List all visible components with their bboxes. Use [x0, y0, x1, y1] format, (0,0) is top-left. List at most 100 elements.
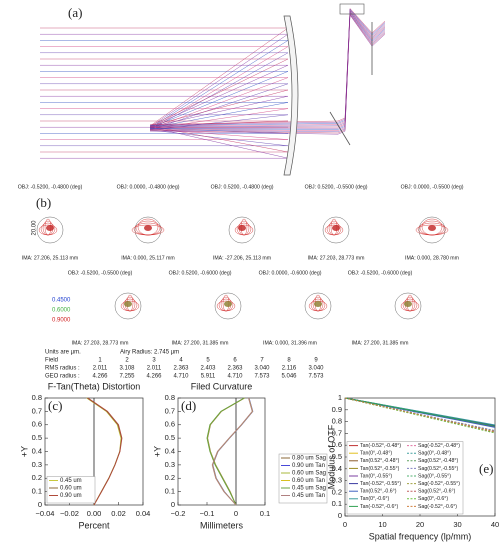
legend-label: Sag(0°,-0.6°): [418, 496, 448, 502]
x-tick-label: −0.04: [36, 509, 55, 518]
plot-frame: [177, 397, 266, 506]
series-line: [206, 397, 245, 506]
table-cell: 3: [152, 358, 156, 364]
airy-circle: [114, 292, 142, 320]
element: [339, 3, 365, 15]
ray: [149, 129, 289, 147]
ray: [149, 58, 289, 127]
ray: [149, 9, 386, 126]
ray: [149, 83, 289, 131]
y-tick-label: 0.7: [32, 406, 42, 415]
table-cell: 3.040: [254, 366, 270, 372]
obj-label: OBJ: 0.5200, -0.6000 (deg): [169, 270, 232, 276]
panel-label: (b): [36, 195, 51, 210]
legend-label: Sag(-0.52°,-0.48°): [418, 443, 460, 449]
series-line: [344, 397, 496, 432]
mirror: [283, 15, 299, 176]
table-cell: 2.363: [227, 366, 243, 372]
legend-label: Sag(0°,-0.48°): [418, 451, 451, 457]
x-tick-label: 0.00: [87, 509, 102, 518]
obj-label: OBJ: -0.5200, -0.5500 (deg): [68, 270, 133, 276]
y-axis-label: +Y: [152, 446, 162, 457]
table-cell: 4: [179, 358, 183, 364]
y-axis-label: Modulus of OTF: [326, 424, 336, 489]
x-tick-label: 30: [453, 520, 461, 529]
ray: [149, 33, 289, 128]
legend-box: [278, 453, 328, 504]
legend-label: Tan(0.52°,-0.48°): [360, 458, 400, 464]
table-label: RMS radius :: [45, 366, 80, 372]
ray: [149, 14, 386, 135]
spot-core: [238, 225, 246, 231]
spot-core: [314, 301, 322, 307]
ima-label: IMA: 0.000, 31.396 mm: [263, 340, 317, 346]
table-label: GEO radius :: [45, 374, 80, 380]
table-cell: 7: [260, 358, 264, 364]
table-cell: 3.108: [119, 366, 135, 372]
ima-label: IMA: 27.200, 31.385 mm: [172, 340, 229, 346]
airy-circle: [322, 216, 350, 244]
ray: [149, 12, 386, 130]
table-cell: 2: [125, 358, 129, 364]
y-tick-label: 0.4: [332, 464, 342, 473]
ray: [149, 89, 289, 127]
y-tick-label: 0.6: [32, 420, 42, 429]
y-tick-label: 0.1: [165, 487, 175, 496]
spot-core: [124, 301, 132, 307]
airy-circle: [394, 292, 422, 320]
legend-label: Tan(-0.52°,-0.55°): [360, 481, 401, 487]
table-cell: 2.363: [173, 366, 189, 372]
obj-label: OBJ: -0.5200, -0.4800 (deg): [18, 184, 83, 190]
table-cell: 9: [314, 358, 318, 364]
legend-label: Tan(0.52°,-0.6°): [360, 489, 397, 495]
legend-label: 0.45 um Sag: [292, 486, 326, 492]
legend-label: Tan(0°,-0.55°): [360, 473, 392, 479]
y-tick-label: 0.7: [165, 406, 175, 415]
obj-label: OBJ: -0.5200, -0.6000 (deg): [348, 270, 413, 276]
units-note: Units are µm.: [45, 350, 81, 356]
table-cell: 2.116: [282, 366, 297, 372]
legend-label: Tan(-0.52°,-0.6°): [360, 504, 398, 510]
legend-label: Tan(0°,-0.6°): [360, 496, 390, 502]
table-cell: 7.255: [119, 374, 135, 380]
legend-label: Sag(0.52°,-0.55°): [418, 466, 458, 472]
panel-label: (c): [48, 398, 62, 413]
x-tick-label: 40: [491, 520, 499, 529]
y-tick-label: 0.2: [32, 473, 42, 482]
ray-diagram: [40, 3, 386, 176]
y-tick-label: 0.8: [332, 417, 342, 426]
series-line: [344, 397, 496, 434]
chart-title: F-Tan(Theta) Distortion: [48, 381, 141, 391]
legend-label: Tan(0°,-0.48°): [360, 451, 392, 457]
spot-core: [428, 225, 436, 231]
legend-label: Sag(-0.52°,-0.55°): [418, 481, 460, 487]
spot-core: [144, 225, 152, 231]
y-tick-label: 0: [171, 500, 175, 509]
legend-box: [346, 441, 464, 515]
table-cell: 7.573: [308, 374, 324, 380]
y-tick-label: 0.3: [165, 460, 175, 469]
legend-label: Sag(-0.52°,-0.6°): [418, 504, 457, 510]
legend-label: 0.60 um Tan: [292, 478, 325, 484]
ray: [149, 13, 386, 134]
y-tick-label: 0: [338, 511, 342, 520]
y-tick-label: 1: [338, 393, 342, 402]
airy-circle: [134, 216, 162, 244]
y-tick-label: 0.6: [165, 420, 175, 429]
ima-label: IMA: 0.000, 25.117 mm: [121, 255, 175, 261]
ima-label: IMA: 27.206, 25.113 mm: [22, 255, 78, 261]
series-line: [211, 397, 253, 506]
x-tick-label: 0.04: [136, 509, 151, 518]
table-cell: 2.011: [93, 366, 108, 372]
legend-label: 0.90 um Tan: [292, 463, 325, 469]
spot: [421, 218, 443, 236]
table-cell: 5.911: [201, 374, 216, 380]
y-tick-label: 0.7: [332, 428, 342, 437]
airy-circle: [36, 216, 64, 244]
x-tick-label: −0.2: [171, 509, 186, 518]
table-cell: 3.040: [308, 366, 324, 372]
table-cell: 4.266: [92, 374, 108, 380]
ray: [149, 71, 289, 129]
y-axis-label: +Y: [19, 446, 29, 457]
